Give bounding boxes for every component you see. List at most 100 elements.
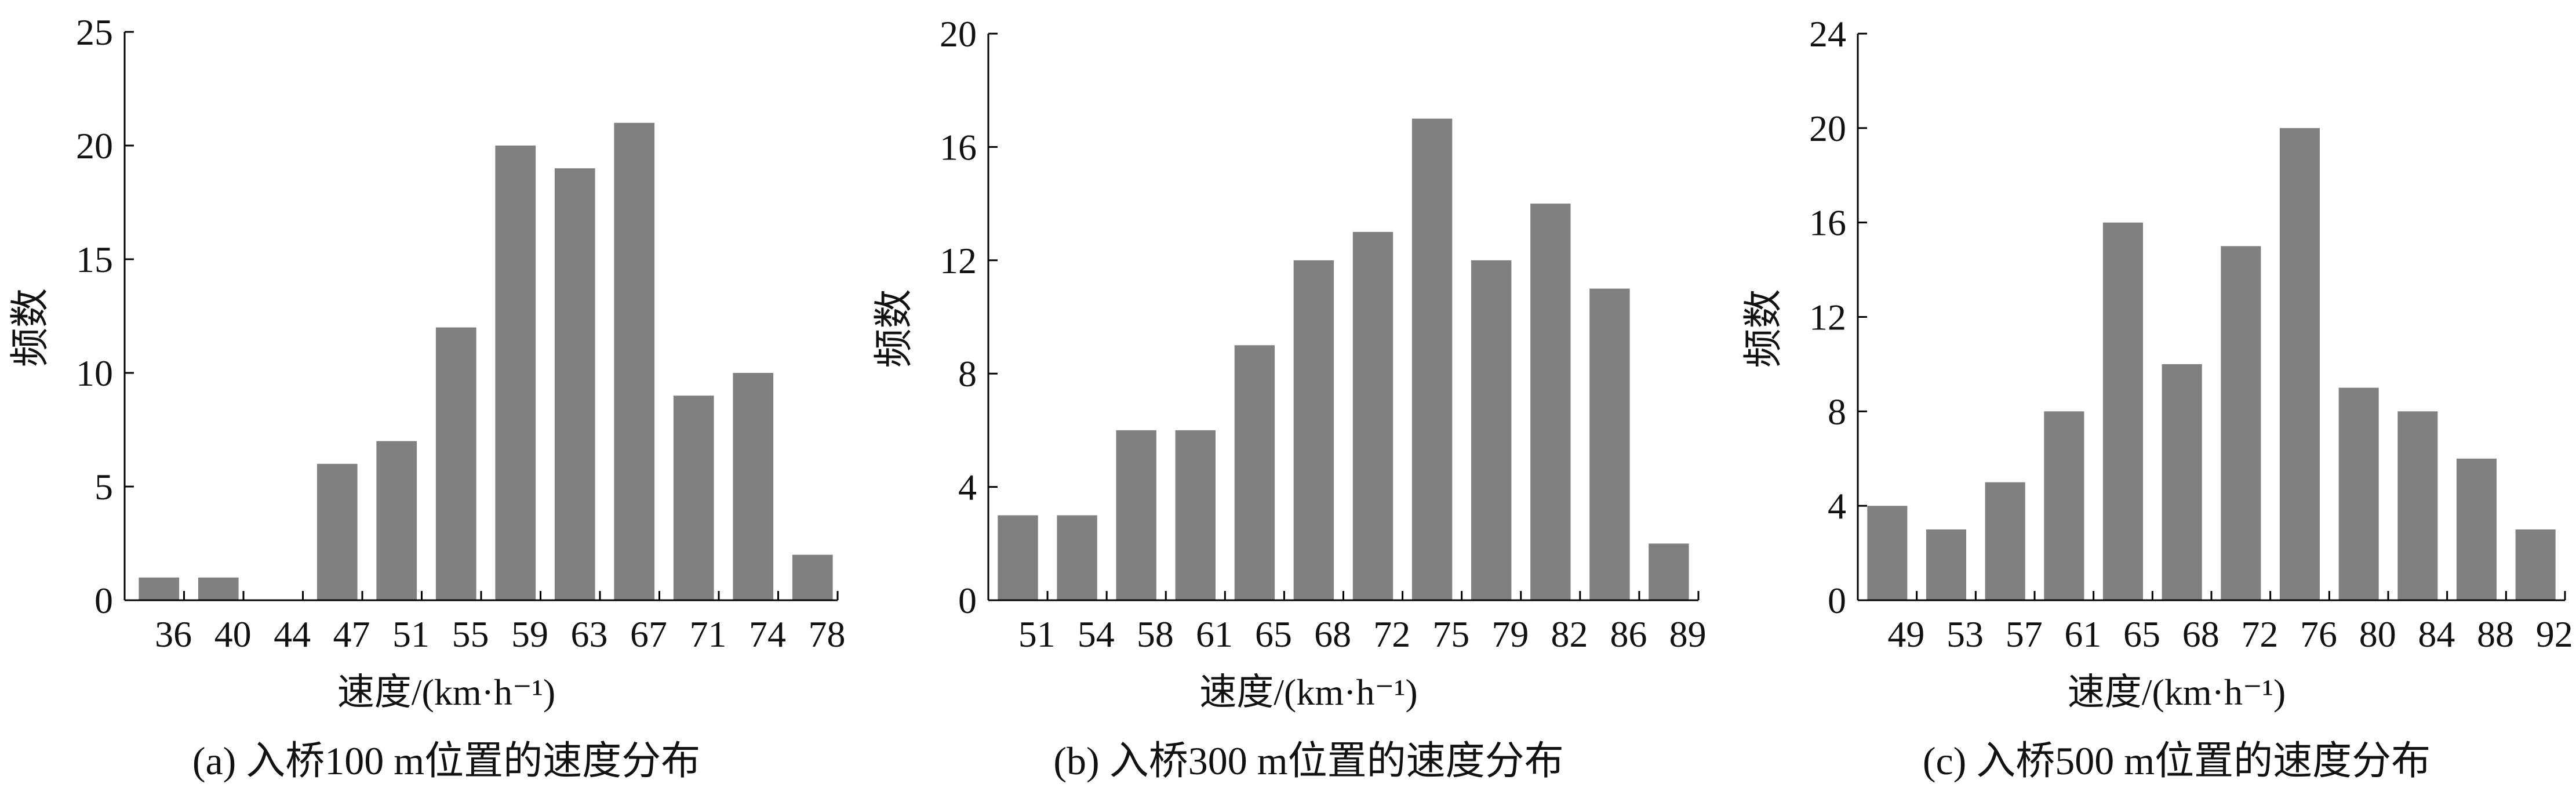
x-tick-label: 58 [1137,614,1174,655]
y-tick-label: 10 [76,353,113,394]
y-tick-label: 0 [958,580,977,621]
x-tick-label: 84 [2418,614,2455,655]
bar [1057,515,1097,600]
x-tick-label: 68 [2182,614,2220,655]
x-tick-label: 63 [571,614,608,655]
bar [198,577,239,600]
bar [2279,128,2320,601]
x-tick-label: 54 [1078,614,1115,655]
chart-caption: (c) 入桥500 m位置的速度分布 [1923,739,2431,783]
y-tick-label: 4 [958,467,977,508]
y-tick-label: 16 [1809,202,1846,244]
x-axis-title: 速度/(km·h⁻¹) [1199,672,1417,713]
y-tick-label: 4 [1828,485,1846,527]
y-tick-label: 8 [1828,391,1846,432]
x-tick-label: 68 [1314,614,1351,655]
x-axis-title: 速度/(km·h⁻¹) [337,672,555,713]
x-tick-label: 82 [1551,614,1588,655]
x-tick-label: 44 [274,614,311,655]
x-tick-label: 72 [2241,614,2278,655]
chart-panel: 0 4 8 12 16 20 24 49 53 57 61 65 68 72 76 80 84 88 92 速度/(k… [1741,13,2573,783]
bar [1589,288,1630,601]
bar [614,122,655,601]
x-tick-label: 57 [2006,614,2043,655]
bar [2044,411,2084,600]
x-tick-label: 51 [392,614,430,655]
bar [495,146,536,600]
bar [139,577,180,600]
y-tick-label: 20 [76,125,113,166]
y-tick-label: 24 [1809,13,1846,55]
bar [316,463,358,600]
x-tick-label: 75 [1432,614,1469,655]
bar [1175,430,1216,600]
y-axis-title: 频数 [872,289,916,368]
bar [1530,204,1571,601]
bar [998,515,1038,600]
y-tick-label: 20 [1809,108,1846,149]
x-tick-label: 61 [1196,614,1233,655]
x-tick-label: 71 [690,614,727,655]
x-tick-label: 79 [1491,614,1529,655]
x-tick-label: 80 [2359,614,2396,655]
x-tick-label: 65 [2123,614,2160,655]
bar [1985,482,2025,600]
chart-panel: 0 5 10 15 20 25 36 40 44 47 51 55 59 63 67 71 74 78 速度/(km… [8,12,846,783]
bar [1293,260,1334,600]
bar [554,168,595,600]
x-tick-label: 59 [511,614,548,655]
bar [733,373,774,600]
bar [2221,246,2261,600]
x-tick-label: 88 [2477,614,2514,655]
x-tick-label: 36 [155,614,192,655]
bar [1352,231,1393,600]
y-tick-label: 5 [94,466,113,507]
bar [2397,411,2438,600]
y-tick-label: 12 [940,240,977,281]
y-tick-label: 20 [940,13,977,55]
bar [792,554,833,600]
bar [2515,529,2556,600]
bar [673,396,714,600]
y-tick-label: 25 [76,12,113,53]
x-tick-label: 51 [1018,614,1056,655]
x-tick-label: 74 [749,614,786,655]
x-tick-label: 53 [1946,614,1984,655]
bar [1471,260,1512,600]
bar [376,441,417,600]
chart-caption: (b) 入桥300 m位置的速度分布 [1053,739,1563,783]
bar [1649,543,1689,600]
bar [2338,387,2379,600]
bar [2456,458,2497,601]
y-axis-title: 频数 [1741,289,1785,368]
y-tick-label: 0 [94,580,113,621]
x-tick-label: 89 [1669,614,1707,655]
bar [1234,345,1275,600]
x-tick-label: 86 [1610,614,1647,655]
y-tick-label: 0 [1828,580,1846,621]
y-axis-title: 频数 [8,288,52,367]
x-tick-label: 78 [809,614,846,655]
x-tick-label: 76 [2300,614,2337,655]
y-tick-label: 15 [76,239,113,280]
x-tick-label: 49 [1887,614,1924,655]
y-tick-label: 8 [958,353,977,394]
chart-panel: 0 4 8 12 16 20 51 54 58 61 65 68 72 75 79 82 86 89 速度/(km·… [872,13,1707,783]
bar [2162,364,2202,600]
x-tick-label: 65 [1255,614,1292,655]
bar [1867,506,1908,600]
bar [1926,529,1966,600]
bar [1116,430,1156,600]
x-axis-title: 速度/(km·h⁻¹) [2068,672,2286,713]
bar [435,327,476,600]
bar [1411,118,1453,601]
y-tick-label: 16 [940,126,977,168]
y-tick-label: 12 [1809,297,1846,338]
chart-caption: (a) 入桥100 m位置的速度分布 [192,739,700,783]
x-tick-label: 40 [214,614,252,655]
x-tick-label: 47 [333,614,370,655]
x-tick-label: 72 [1373,614,1410,655]
bar [2102,222,2143,600]
x-tick-label: 61 [2064,614,2101,655]
